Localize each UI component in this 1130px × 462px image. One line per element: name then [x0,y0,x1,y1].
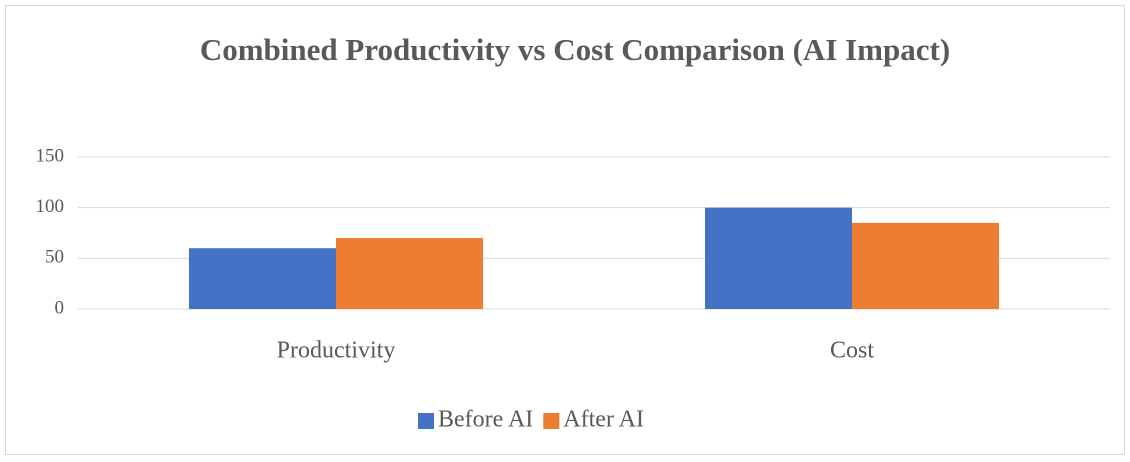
y-tick-label: 0 [55,297,65,318]
bar [336,238,483,309]
legend-swatch [543,413,560,429]
x-tick-label: Productivity [277,338,396,364]
y-tick-label: 100 [36,196,65,217]
chart-title: Combined Productivity vs Cost Comparison… [199,32,951,67]
legend-label: After AI [563,407,644,433]
legend-swatch [418,413,434,429]
bar [705,207,852,309]
bar [189,248,336,309]
chart-frame [5,5,1125,455]
y-tick-label: 50 [45,247,64,268]
legend-label: Before AI [438,407,533,433]
y-tick-label: 150 [36,145,65,166]
bar [852,222,999,309]
x-tick-label: Cost [830,338,874,364]
